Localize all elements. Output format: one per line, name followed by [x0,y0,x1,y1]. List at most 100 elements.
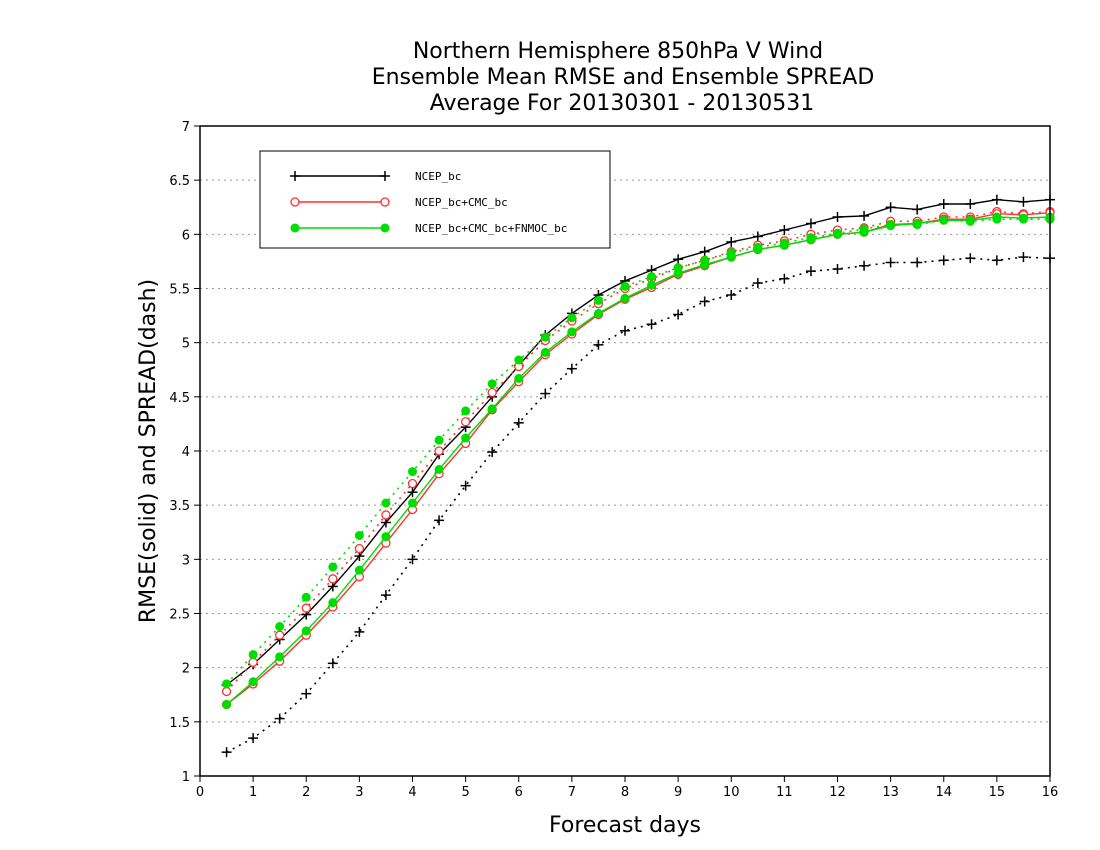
rmse-line [226,198,1051,686]
y-tick-label: 2.5 [169,608,190,623]
spread-point [779,273,790,284]
rmse-point [833,229,842,239]
series-layer [221,194,1055,758]
spread-point [381,498,391,508]
title-line-1: Northern Hemisphere 850hPa V Wind [413,39,823,64]
legend-box [259,150,611,249]
spread-point [407,478,418,489]
spread-point [328,562,338,572]
rmse-point [328,598,338,608]
rmse-point [886,221,896,231]
spread-point [434,435,444,445]
spread-point [380,590,391,601]
rmse-point [700,260,710,270]
spread-point [354,531,364,540]
x-tick-label: 0 [196,785,204,800]
rmse-point [540,347,550,357]
spread-point [407,554,418,565]
spread-point [275,630,285,640]
rmse-point [726,236,737,247]
spread-point [381,510,391,520]
y-tick-label: 1.5 [169,716,190,731]
spread-point [354,626,365,637]
y-tick-label: 5.5 [169,283,190,298]
y-tick-label: 5 [182,337,190,352]
spread-point [301,603,311,613]
y-tick-label: 1 [182,770,190,785]
rmse-point [1018,196,1029,207]
rmse-point [991,194,1002,205]
rmse-point [805,218,816,229]
rmse-point [912,219,922,228]
rmse-point [275,652,285,662]
x-tick-label: 8 [621,785,629,800]
rmse-point [487,404,497,414]
spread-point [726,290,737,300]
legend-marker [380,223,390,233]
spread-line [226,210,1051,693]
x-tick-label: 7 [568,785,576,800]
rmse-line [226,216,1051,706]
x-axis-ticks: 0 1 2 3 4 5 6 7 8 9 10 11 12 13 14 15 16 [196,776,1058,800]
rmse-point [1018,213,1028,223]
legend-marker [290,197,300,207]
rmse-point [673,268,683,278]
spread-point [912,257,923,268]
spread-point [752,278,763,289]
series-1 [221,194,1055,758]
rmse-point [354,565,364,575]
spread-point [805,266,816,277]
rmse-point [779,225,790,235]
x-tick-label: 3 [355,785,363,800]
legend-label: NCEP_bc+CMC_bc+FNMOC_bc [415,222,567,235]
x-tick-label: 5 [461,785,469,800]
spread-line [226,256,1051,753]
rmse-point [939,215,949,225]
spread-point [328,574,338,584]
rmse-point [647,280,657,290]
spread-point [487,387,497,398]
rmse-point [965,215,975,225]
spread-point [248,733,259,744]
series-2 [221,206,1055,710]
y-axis-ticks: 1 1.5 2 2.5 3 3.5 4 4.5 5 5.5 6 6.5 7 [169,120,200,785]
x-tick-label: 2 [302,785,310,800]
legend-marker [380,197,390,207]
rmse-point [832,212,843,222]
spread-point [460,480,471,491]
spread-point [647,272,657,282]
spread-point [274,713,285,724]
rmse-point [567,327,577,337]
spread-point [593,339,604,350]
rmse-point [620,293,630,303]
spread-point [248,650,258,660]
rmse-point [381,532,391,542]
spread-point [620,281,630,291]
spread-point [566,363,577,374]
spread-point [301,688,312,699]
rmse-point [752,231,763,242]
spread-point [434,446,444,456]
x-tick-label: 10 [723,785,740,800]
spread-point [513,417,524,428]
rmse-point [673,254,684,265]
legend-marker [290,223,300,233]
rmse-point [434,464,444,474]
spread-point [646,319,657,330]
y-tick-label: 6 [182,228,190,243]
legend-entry: NCEP_bc [290,170,461,183]
plot-frame [199,125,1051,777]
rmse-point [965,199,976,209]
spread-point [673,309,684,320]
x-tick-label: 16 [1042,785,1059,800]
spread-point [540,388,551,399]
spread-point [301,592,311,602]
spread-point [408,467,417,477]
rmse-point [461,433,471,443]
rmse-point [912,204,923,215]
rmse-point [407,487,418,498]
rmse-point [938,199,949,209]
spread-point [699,296,710,307]
rmse-point [222,700,232,709]
rmse-point [779,240,789,250]
